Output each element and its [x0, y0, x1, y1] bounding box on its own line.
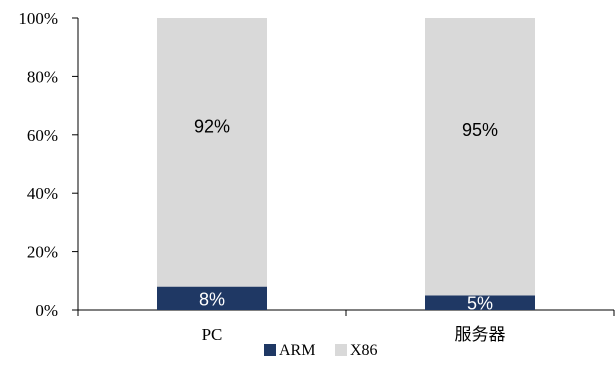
legend-swatch-x86: [335, 344, 347, 356]
x-category-label: 服务器: [455, 325, 506, 344]
legend-label: ARM: [279, 342, 315, 359]
bar-arm-0: [157, 286, 267, 310]
y-tick-label: 100%: [18, 9, 58, 28]
legend-swatch-arm: [264, 344, 276, 356]
data-label: 8%: [199, 289, 225, 309]
y-tick-label: 0%: [35, 301, 58, 320]
data-label: 5%: [467, 294, 493, 314]
bar-x86-1: [425, 18, 535, 296]
y-tick-label: 60%: [27, 126, 58, 145]
y-tick-label: 80%: [27, 67, 58, 86]
legend-label: X86: [350, 342, 378, 359]
x-category-label: PC: [202, 325, 223, 344]
bar-arm-1: [425, 295, 535, 310]
data-label: 92%: [194, 116, 230, 136]
data-label: 95%: [462, 120, 498, 140]
y-tick-label: 40%: [27, 184, 58, 203]
y-tick-label: 20%: [27, 243, 58, 262]
bar-x86-0: [157, 18, 267, 287]
